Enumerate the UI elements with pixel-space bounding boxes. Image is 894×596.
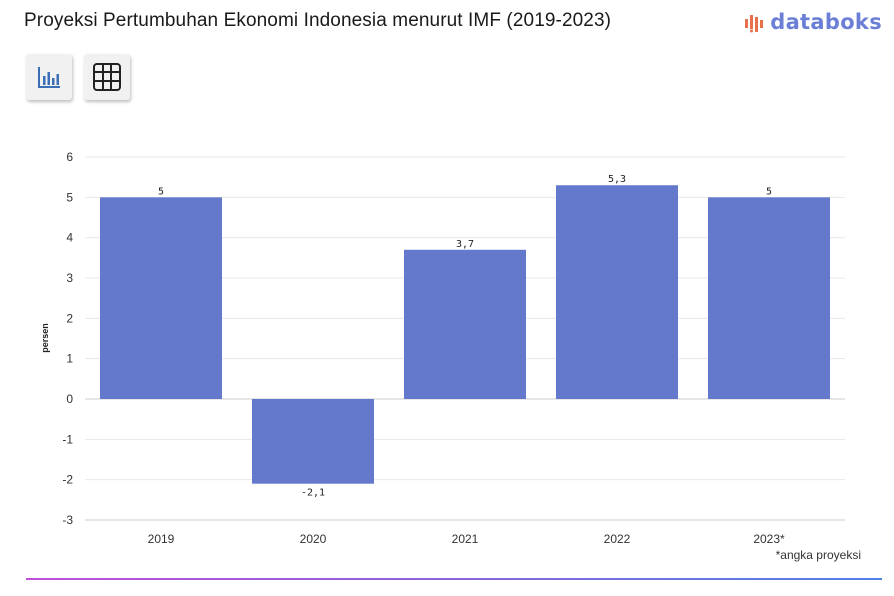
data-label: 5,3 [608,174,626,185]
bar [252,399,374,484]
data-label: 3,7 [456,239,474,250]
y-tick-label: 4 [66,231,73,245]
y-tick-label: 2 [66,311,73,325]
table-grid-icon [93,63,121,91]
y-tick-label: -3 [62,513,73,527]
data-label: 5 [158,186,164,197]
bar [708,197,830,399]
y-tick-label: 0 [66,392,73,406]
y-tick-label: 5 [66,190,73,204]
x-tick-label: 2022 [604,532,631,546]
bar [556,185,678,399]
x-tick-label: 2020 [300,532,327,546]
bar-chart-icon [38,67,60,88]
x-tick-label: 2019 [148,532,175,546]
bar [100,197,222,399]
y-tick-label: -1 [62,432,73,446]
brand-name: databoks [770,10,882,34]
databoks-logo-icon [745,15,764,33]
y-tick-label: 1 [66,352,73,366]
bottom-divider [26,578,882,580]
x-tick-label: 2021 [452,532,479,546]
x-tick-label: 2023* [753,532,785,546]
table-view-button[interactable] [84,54,130,100]
data-label: 5 [766,186,772,197]
chart-title: Proyeksi Pertumbuhan Ekonomi Indonesia m… [24,10,612,31]
footnote: *angka proyeksi [775,548,861,562]
bar [404,249,526,399]
data-label: -2,1 [301,488,325,499]
y-tick-label: 3 [66,271,73,285]
chart-view-button[interactable] [26,54,72,100]
y-axis-label: persen [40,323,50,353]
y-tick-label: 6 [66,150,73,164]
y-tick-label: -2 [62,473,73,487]
brand-logo: databoks [744,10,882,34]
